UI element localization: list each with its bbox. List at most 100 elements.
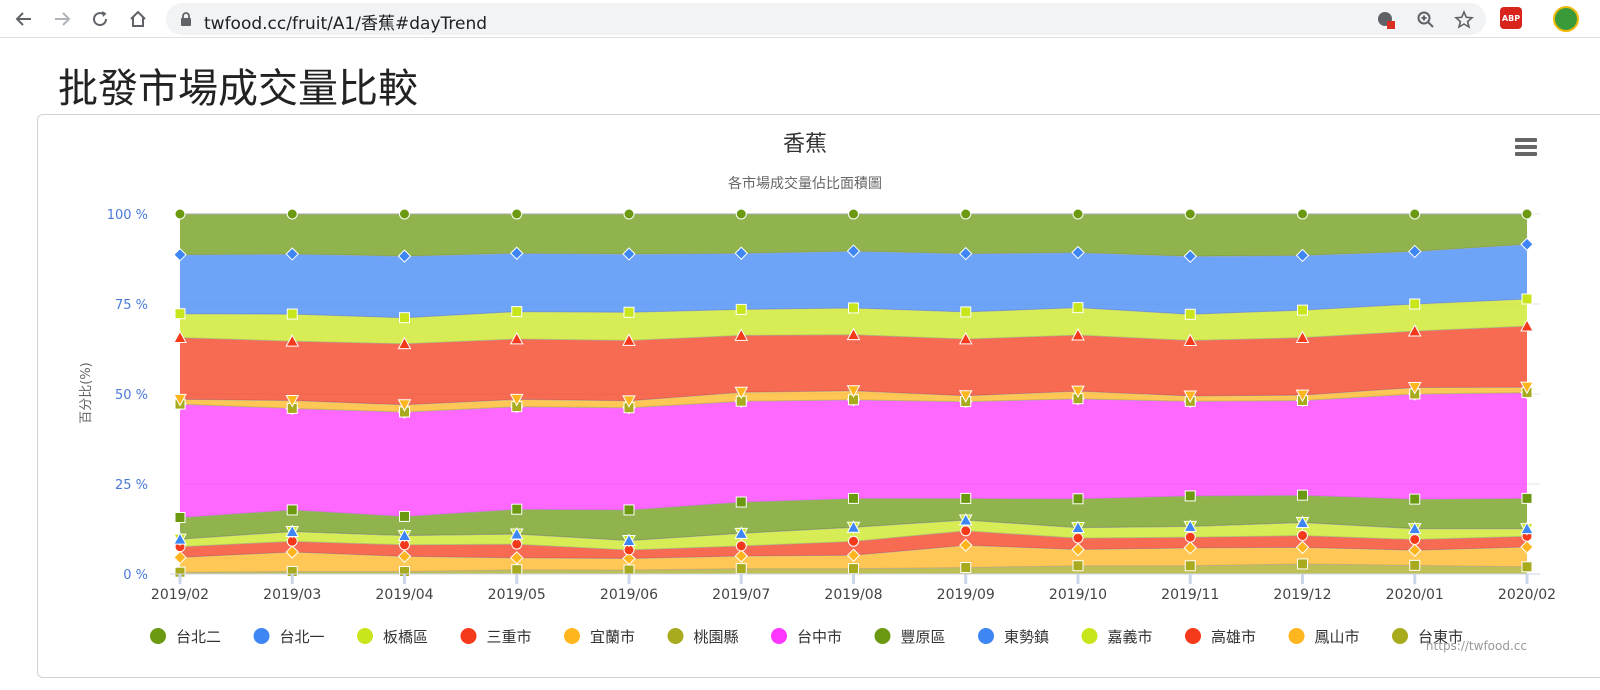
data-point[interactable] <box>1184 560 1196 572</box>
data-point[interactable] <box>958 512 973 526</box>
data-point[interactable] <box>1071 542 1085 557</box>
data-point[interactable] <box>1184 208 1196 220</box>
data-point[interactable] <box>846 385 861 398</box>
data-point[interactable] <box>1297 208 1308 220</box>
data-point[interactable] <box>509 393 524 407</box>
data-point[interactable] <box>846 327 861 341</box>
data-point[interactable] <box>174 208 186 220</box>
data-point[interactable] <box>1183 390 1198 404</box>
data-point[interactable] <box>397 249 412 263</box>
reload-button[interactable] <box>86 5 114 33</box>
legend-item-東勢鎮[interactable]: 東勢鎮 <box>978 628 1049 646</box>
data-point[interactable] <box>1407 382 1422 395</box>
legend-item-高雄市[interactable]: 高雄市 <box>1185 628 1256 646</box>
data-point[interactable] <box>286 504 298 516</box>
data-point[interactable] <box>285 545 299 559</box>
legend-item-宜蘭市[interactable]: 宜蘭市 <box>564 628 635 646</box>
data-point[interactable] <box>958 390 973 403</box>
home-button[interactable] <box>124 5 152 33</box>
data-point[interactable] <box>623 504 635 516</box>
data-point[interactable] <box>1408 244 1422 259</box>
data-point[interactable] <box>1184 490 1196 502</box>
data-point[interactable] <box>285 334 300 347</box>
data-point[interactable] <box>734 549 748 563</box>
data-point[interactable] <box>960 306 972 318</box>
data-point[interactable] <box>1520 521 1534 535</box>
data-point[interactable] <box>848 208 859 220</box>
data-point[interactable] <box>1297 529 1308 541</box>
data-point[interactable] <box>848 535 859 547</box>
data-point[interactable] <box>397 399 412 412</box>
data-point[interactable] <box>174 511 186 523</box>
data-point[interactable] <box>511 503 523 515</box>
data-point[interactable] <box>1521 492 1533 504</box>
data-point[interactable] <box>846 548 861 562</box>
data-point[interactable] <box>1072 302 1084 314</box>
data-point[interactable] <box>1183 541 1197 555</box>
legend-item-台中市[interactable]: 台中市 <box>771 628 842 646</box>
forward-button[interactable] <box>48 5 76 33</box>
data-point[interactable] <box>959 538 973 552</box>
legend-item-台北一[interactable]: 台北一 <box>253 628 325 646</box>
data-point[interactable] <box>848 563 859 575</box>
data-point[interactable] <box>510 551 524 565</box>
data-point[interactable] <box>286 208 298 220</box>
data-point[interactable] <box>959 246 973 261</box>
back-button[interactable] <box>10 5 38 33</box>
data-point[interactable] <box>960 525 972 537</box>
address-bar[interactable]: twfood.cc/fruit/A1/香蕉#dayTrend <box>166 3 1486 35</box>
data-point[interactable] <box>1409 559 1421 571</box>
data-point[interactable] <box>173 550 187 565</box>
data-point[interactable] <box>1521 561 1533 573</box>
legend-item-三重市[interactable]: 三重市 <box>460 628 532 646</box>
data-point[interactable] <box>735 208 747 220</box>
data-point[interactable] <box>1297 304 1308 316</box>
data-point[interactable] <box>1407 323 1422 337</box>
data-point[interactable] <box>623 208 635 220</box>
data-point[interactable] <box>848 302 859 314</box>
legend-item-台北二[interactable]: 台北二 <box>150 628 221 646</box>
data-point[interactable] <box>1520 237 1534 251</box>
data-point[interactable] <box>960 562 972 574</box>
data-point[interactable] <box>1295 540 1310 555</box>
data-point[interactable] <box>1071 327 1085 341</box>
data-point[interactable] <box>1297 558 1308 570</box>
data-point[interactable] <box>1409 533 1421 545</box>
data-point[interactable] <box>509 526 524 540</box>
chart-menu-icon[interactable] <box>1515 138 1537 158</box>
cookie-blocked-icon[interactable] <box>1376 10 1396 30</box>
zoom-icon[interactable] <box>1416 10 1436 30</box>
data-point[interactable] <box>1071 245 1085 260</box>
legend-item-豐原區[interactable]: 豐原區 <box>874 628 946 646</box>
data-point[interactable] <box>1520 381 1534 395</box>
data-point[interactable] <box>622 247 636 261</box>
data-point[interactable] <box>509 331 524 345</box>
data-point[interactable] <box>399 312 410 324</box>
data-point[interactable] <box>286 308 298 320</box>
adblock-plus-icon[interactable]: ABP <box>1500 7 1522 29</box>
data-point[interactable] <box>1409 298 1421 310</box>
data-point[interactable] <box>960 492 972 504</box>
data-point[interactable] <box>1295 248 1310 263</box>
data-point[interactable] <box>622 551 636 566</box>
data-point[interactable] <box>173 247 187 262</box>
data-point[interactable] <box>848 492 859 504</box>
data-point[interactable] <box>511 564 523 576</box>
bookmark-star-icon[interactable] <box>1454 10 1474 30</box>
data-point[interactable] <box>958 331 973 345</box>
data-point[interactable] <box>399 208 410 220</box>
data-point[interactable] <box>1409 208 1421 220</box>
data-point[interactable] <box>734 526 749 539</box>
data-point[interactable] <box>511 208 523 220</box>
data-point[interactable] <box>1183 249 1197 263</box>
data-point[interactable] <box>1297 489 1308 501</box>
legend-item-台東市[interactable]: 台東市 <box>1392 628 1463 646</box>
data-point[interactable] <box>1407 521 1422 535</box>
data-point[interactable] <box>1184 531 1196 543</box>
data-point[interactable] <box>846 244 861 258</box>
data-point[interactable] <box>1072 493 1084 505</box>
data-point[interactable] <box>1183 333 1198 346</box>
legend-item-桃園縣[interactable]: 桃園縣 <box>667 628 739 646</box>
legend-item-板橋區[interactable]: 板橋區 <box>357 628 428 646</box>
data-point[interactable] <box>735 496 747 508</box>
